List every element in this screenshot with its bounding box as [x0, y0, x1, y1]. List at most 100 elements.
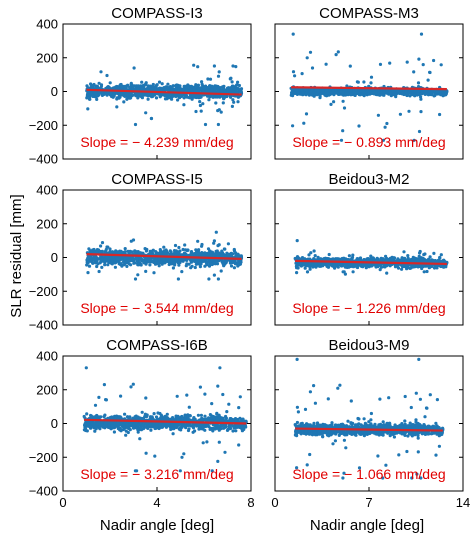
y-tick-label: −400	[29, 152, 58, 167]
data-point	[326, 265, 330, 269]
data-point	[293, 91, 297, 95]
data-point	[194, 85, 199, 89]
data-point	[177, 250, 181, 254]
y-tick-label: −200	[29, 118, 58, 133]
data-point	[178, 469, 182, 473]
data-point	[291, 70, 296, 74]
data-point	[226, 89, 231, 93]
data-point	[173, 261, 177, 265]
data-point	[196, 65, 200, 69]
data-point	[336, 265, 340, 269]
data-point	[412, 93, 416, 97]
data-point	[192, 259, 196, 263]
data-point	[341, 129, 345, 133]
data-point	[109, 256, 113, 260]
data-point	[371, 256, 375, 260]
data-point	[428, 70, 432, 75]
data-point	[230, 104, 234, 108]
data-point	[85, 96, 89, 100]
plot-area	[82, 366, 248, 473]
data-point	[219, 269, 223, 273]
data-point	[229, 251, 233, 255]
data-point	[149, 116, 153, 121]
data-point	[219, 89, 223, 93]
data-point	[185, 262, 189, 266]
data-point	[138, 251, 142, 255]
data-point	[105, 92, 109, 96]
data-point	[190, 97, 194, 101]
data-point	[300, 72, 304, 76]
data-point	[416, 92, 420, 96]
data-point	[154, 258, 158, 262]
data-point	[236, 260, 241, 264]
data-point	[201, 89, 205, 93]
data-point	[177, 263, 181, 267]
data-point	[422, 270, 426, 274]
data-point	[392, 256, 397, 260]
data-point	[189, 84, 194, 88]
data-point	[349, 263, 353, 267]
data-point	[184, 88, 188, 92]
data-point	[225, 86, 230, 90]
data-point	[332, 100, 336, 104]
data-point	[170, 262, 174, 266]
data-point	[93, 403, 98, 407]
data-point	[329, 102, 333, 106]
data-point	[208, 249, 212, 253]
data-point	[108, 247, 112, 251]
data-point	[131, 382, 135, 386]
data-point	[166, 82, 170, 86]
data-point	[376, 113, 380, 117]
data-point	[164, 248, 168, 252]
data-point	[312, 249, 316, 253]
data-point	[167, 259, 171, 263]
data-point	[305, 270, 310, 274]
data-point	[381, 138, 385, 142]
data-point	[102, 259, 106, 263]
data-point	[210, 469, 214, 473]
data-point	[203, 251, 207, 255]
data-point	[128, 85, 132, 89]
data-point	[227, 402, 231, 406]
data-point	[198, 252, 202, 256]
data-point	[171, 252, 175, 257]
data-point	[218, 95, 222, 99]
data-point	[334, 53, 338, 57]
data-point	[106, 245, 110, 249]
data-point	[221, 101, 225, 105]
data-point	[290, 88, 295, 92]
data-point	[170, 97, 174, 101]
data-point	[200, 242, 204, 247]
data-point	[123, 247, 127, 251]
data-point	[302, 121, 306, 125]
data-point	[182, 452, 186, 456]
data-point	[144, 81, 148, 85]
data-point	[419, 110, 423, 114]
data-point	[136, 84, 140, 88]
data-point	[162, 245, 166, 249]
data-point	[122, 100, 126, 104]
data-point	[439, 253, 443, 257]
data-point	[198, 265, 202, 269]
data-point	[358, 258, 362, 262]
data-point	[171, 266, 175, 270]
data-point	[87, 264, 92, 268]
data-point	[377, 263, 381, 267]
data-point	[302, 263, 306, 267]
data-point	[293, 74, 297, 78]
data-point	[309, 251, 313, 255]
data-point	[124, 433, 128, 437]
data-point	[162, 250, 166, 254]
data-point	[104, 247, 108, 252]
data-point	[177, 245, 181, 250]
slope-annotation: Slope = − 1.226 mm/deg	[292, 300, 445, 316]
data-point	[97, 269, 101, 274]
data-point	[120, 264, 124, 268]
data-point	[97, 81, 101, 85]
data-point	[324, 62, 328, 66]
data-point	[399, 89, 403, 93]
data-point	[214, 259, 218, 263]
data-point	[212, 241, 216, 245]
data-point	[109, 91, 113, 95]
data-point	[173, 243, 178, 248]
